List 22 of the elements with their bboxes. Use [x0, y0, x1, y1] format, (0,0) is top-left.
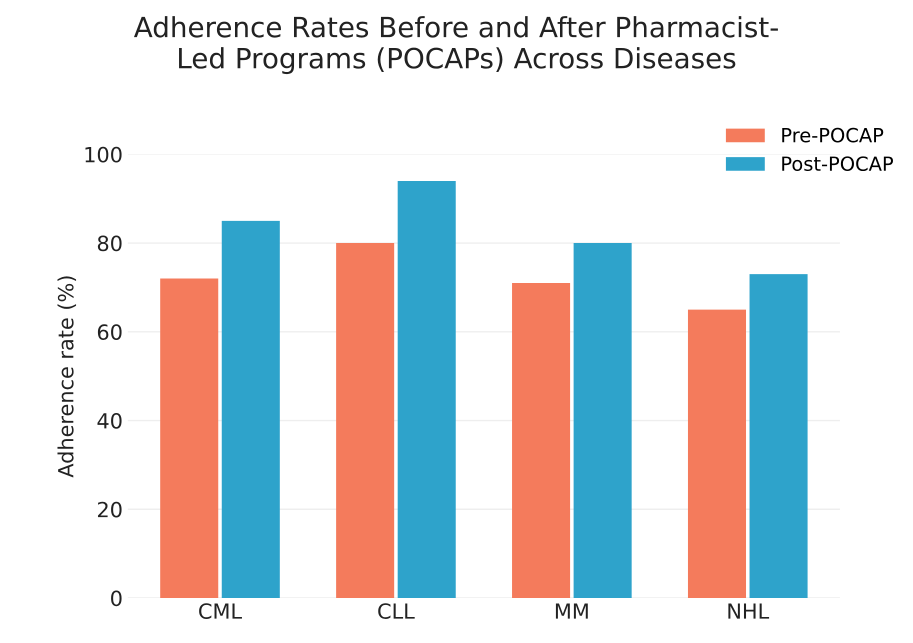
y-tick-label: 100	[85, 146, 122, 163]
legend-label: Pre-POCAP	[782, 128, 884, 143]
x-tick-label: CML	[199, 603, 242, 619]
y-tick-label: 40	[97, 412, 122, 429]
legend-label: Post-POCAP	[782, 156, 894, 172]
y-tick-label: 20	[98, 502, 122, 518]
x-tick-label: CLL	[378, 603, 415, 619]
y-tick-label: 60	[98, 324, 122, 340]
bar	[512, 282, 570, 598]
bar	[398, 180, 456, 598]
x-tick-label: NHL	[728, 603, 770, 619]
x-tick-label: MM	[556, 603, 588, 619]
y-tick-label: 0	[111, 590, 122, 606]
bar	[688, 310, 746, 598]
chart-title: Adherence Rates Before and After Pharmacist- Led Programs (POCAPs) Across Diseases	[134, 16, 778, 74]
y-axis-title: Adherence rate (%)	[57, 276, 76, 478]
bar	[750, 274, 808, 598]
y-tick-label: 80	[98, 236, 122, 252]
bar	[222, 220, 280, 598]
bar	[574, 243, 632, 598]
bar	[160, 278, 218, 598]
bar	[336, 243, 394, 598]
